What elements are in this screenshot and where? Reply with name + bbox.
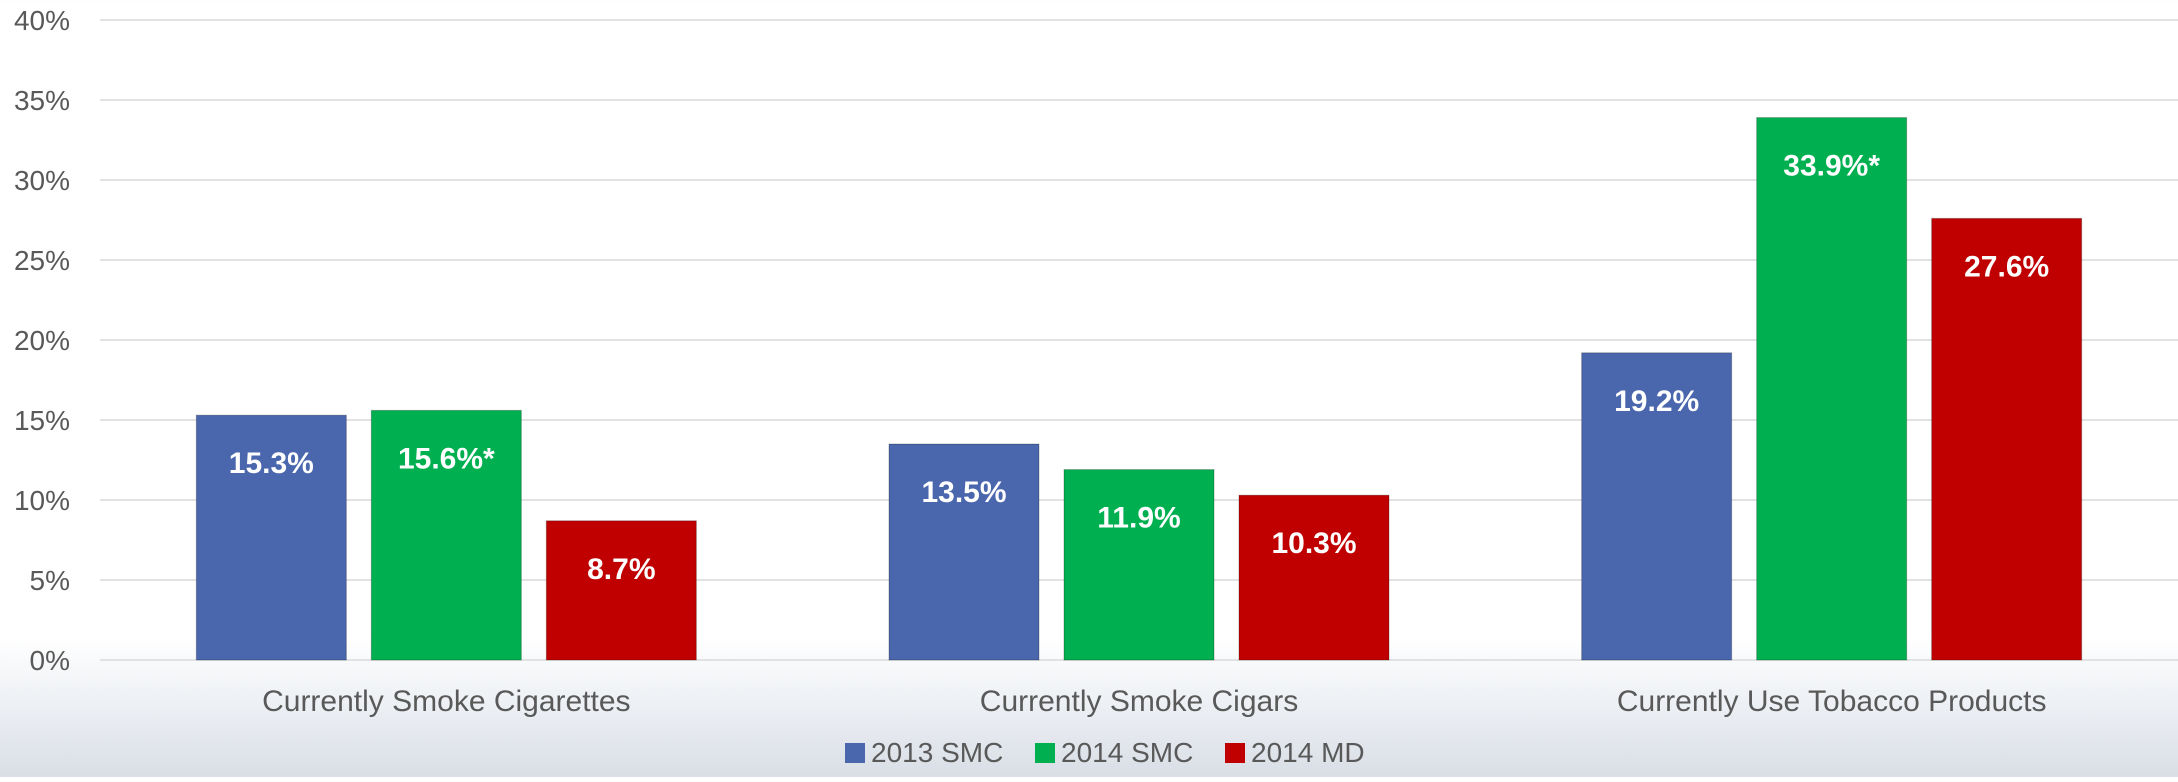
y-tick-label: 0% xyxy=(30,645,70,676)
bar-value-label: 11.9% xyxy=(1097,502,1180,535)
legend-swatch xyxy=(1225,743,1245,763)
bar-value-label: 8.7% xyxy=(587,553,655,586)
x-axis: Currently Smoke Cigarettes Currently Smok… xyxy=(262,685,2046,718)
bars xyxy=(195,117,2083,661)
bar-value-label: 10.3% xyxy=(1271,527,1356,560)
bar xyxy=(1756,117,1908,661)
bar-value-label: 15.3% xyxy=(229,447,314,480)
y-tick-label: 30% xyxy=(14,165,70,196)
bar xyxy=(195,414,347,661)
bar xyxy=(1931,217,2083,661)
bar-value-label: 33.9%* xyxy=(1783,150,1880,183)
legend-label: 2013 SMC xyxy=(871,737,1003,768)
bar-value-label: 19.2% xyxy=(1614,385,1699,418)
data-labels: 15.3% 15.6%* 8.7% 13.5% 11.9% 10.3% 19.2% 33.9%… xyxy=(229,150,2049,586)
y-tick-label: 40% xyxy=(14,5,70,36)
y-tick-label: 5% xyxy=(30,565,70,596)
bar-value-label: 15.6%* xyxy=(398,442,495,475)
legend-swatch xyxy=(1035,743,1055,763)
y-tick-label: 15% xyxy=(14,405,70,436)
y-tick-label: 35% xyxy=(14,85,70,116)
bar xyxy=(1581,352,1733,661)
y-tick-label: 10% xyxy=(14,485,70,516)
category-label: Currently Smoke Cigarettes xyxy=(262,685,630,718)
legend-label: 2014 SMC xyxy=(1061,737,1193,768)
bar-value-label: 27.6% xyxy=(1964,250,2049,283)
bar xyxy=(888,443,1040,661)
category-label: Currently Smoke Cigars xyxy=(980,685,1298,718)
legend: 2013 SMC 2014 SMC 2014 MD xyxy=(845,737,1365,768)
category-label: Currently Use Tobacco Products xyxy=(1617,685,2047,718)
y-tick-label: 20% xyxy=(14,325,70,356)
y-tick-label: 25% xyxy=(14,245,70,276)
bar-value-label: 13.5% xyxy=(921,476,1006,509)
bar xyxy=(1063,469,1215,661)
y-axis: 0% 5% 10% 15% 20% 25% 30% 35% 40% xyxy=(14,5,70,676)
legend-label: 2014 MD xyxy=(1251,737,1365,768)
bar xyxy=(545,520,697,661)
bar xyxy=(1238,494,1390,661)
bar xyxy=(370,409,522,661)
legend-swatch xyxy=(845,743,865,763)
